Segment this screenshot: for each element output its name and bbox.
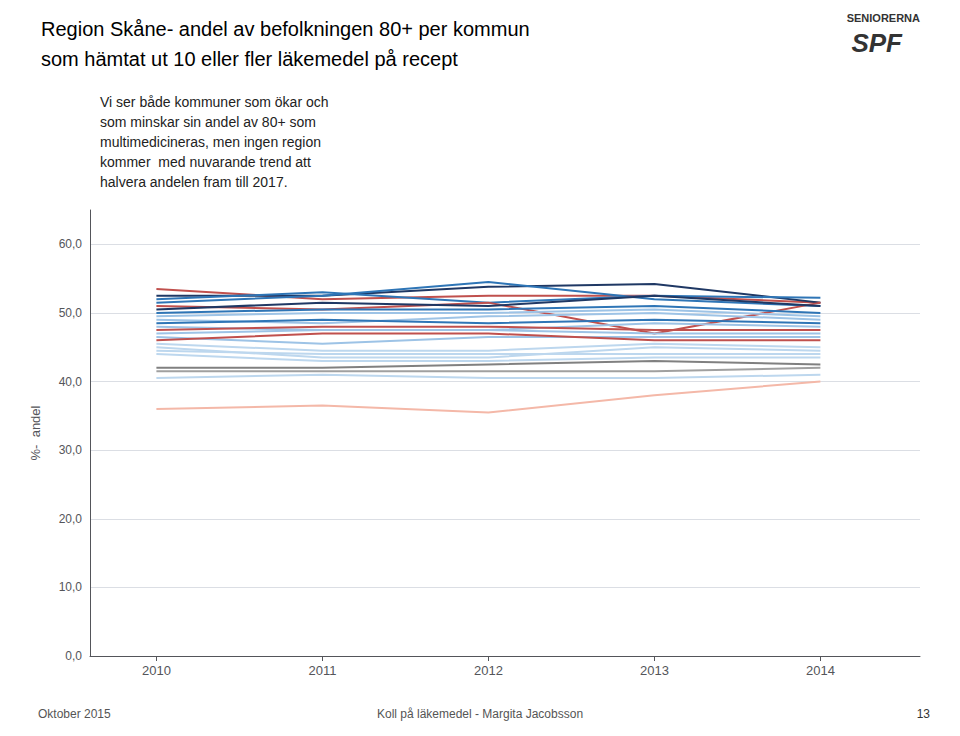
svg-text:multimedicineras, men ingen re: multimedicineras, men ingen region	[100, 134, 321, 150]
svg-text:Region Skåne- andel av befolkn: Region Skåne- andel av befolkningen 80+ …	[41, 18, 530, 40]
svg-text:2011: 2011	[308, 663, 336, 678]
svg-text:40,0: 40,0	[59, 375, 83, 389]
svg-text:SPF: SPF	[851, 28, 903, 58]
svg-text:2013: 2013	[640, 663, 669, 678]
svg-text:0,0: 0,0	[65, 649, 82, 663]
svg-text:Koll på läkemedel - Margita Ja: Koll på läkemedel - Margita Jacobsson	[377, 707, 583, 721]
svg-text:som hämtat ut 10 eller fler lä: som hämtat ut 10 eller fler läkemedel på…	[41, 48, 458, 70]
svg-text:som minskar sin andel av 80+ s: som minskar sin andel av 80+ som	[100, 114, 316, 130]
svg-text:Vi ser både kommuner som ökar: Vi ser både kommuner som ökar och	[100, 94, 329, 110]
svg-text:SENIORERNA: SENIORERNA	[847, 12, 920, 24]
svg-text:13: 13	[917, 707, 931, 721]
svg-text:2012: 2012	[474, 663, 503, 678]
svg-text:50,0: 50,0	[59, 306, 83, 320]
svg-text:2014: 2014	[806, 663, 835, 678]
svg-text:kommer med nuvarande trend at: kommer med nuvarande trend att	[100, 154, 311, 170]
svg-text:2010: 2010	[142, 663, 171, 678]
svg-text:halvera andelen fram till 2017: halvera andelen fram till 2017.	[100, 174, 288, 190]
svg-text:30,0: 30,0	[59, 443, 83, 457]
svg-text:Oktober 2015: Oktober 2015	[38, 707, 111, 721]
svg-text:20,0: 20,0	[59, 512, 83, 526]
svg-text:%- andel: %- andel	[28, 405, 43, 460]
svg-text:60,0: 60,0	[59, 237, 83, 251]
svg-text:10,0: 10,0	[59, 580, 83, 594]
